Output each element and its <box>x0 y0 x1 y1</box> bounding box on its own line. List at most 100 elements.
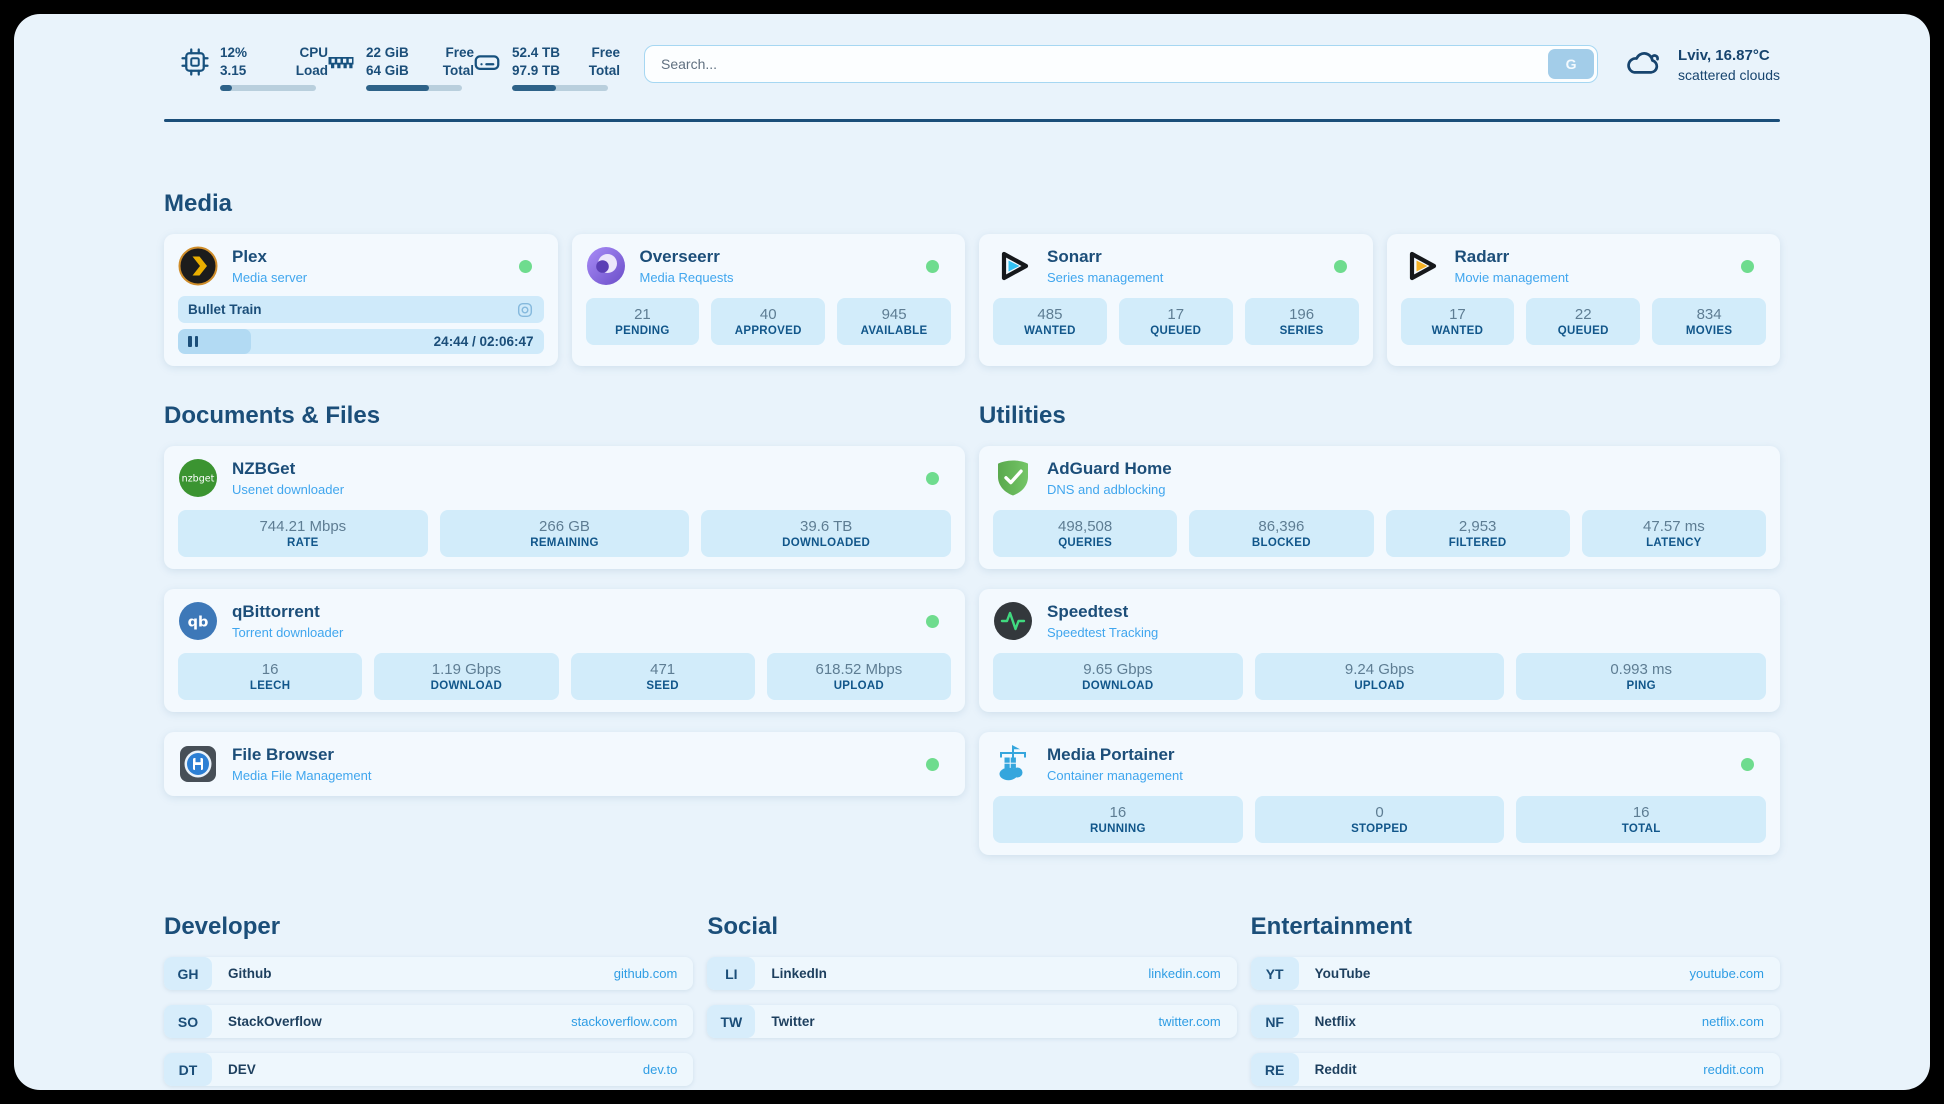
service-description: Series management <box>1047 269 1164 285</box>
status-dot <box>518 259 532 273</box>
stat-label: TOTAL <box>1621 823 1661 836</box>
stat-box: 17 QUEUED <box>1118 298 1233 346</box>
service-card-plex[interactable]: Plex Media server Bullet Train <box>164 234 558 367</box>
bookmark-name: StackOverflow <box>228 1014 322 1030</box>
stat-value: 0 <box>1375 804 1384 822</box>
stat-label: DOWNLOAD <box>1082 680 1154 693</box>
bookmark-reddit[interactable]: RE Reddit reddit.com <box>1250 1053 1780 1087</box>
stat-value: 16 <box>1632 804 1650 822</box>
stat-value: 2,953 <box>1458 518 1497 536</box>
documents-column: Documents & Files nzbget NZBGet Usenet d… <box>164 402 965 855</box>
service-card-filebrowser[interactable]: File Browser Media File Management <box>164 732 965 797</box>
disk-free: 52.4 TB <box>512 45 561 60</box>
service-description: Media server <box>232 269 308 285</box>
stat-label: DOWNLOAD <box>430 680 503 693</box>
header-divider <box>164 119 1780 123</box>
overseerr-logo <box>586 246 626 286</box>
stat-label: DOWNLOADED <box>782 537 871 550</box>
filebrowser-logo <box>178 744 218 784</box>
stat-label: APPROVED <box>734 325 802 338</box>
media-card-row: Plex Media server Bullet Train <box>164 234 1780 367</box>
service-card-overseerr[interactable]: Overseerr Media Requests 21 PENDING 40 A… <box>571 234 965 367</box>
service-card-portainer[interactable]: Media Portainer Container management 16 … <box>979 732 1780 856</box>
service-name: Media Portainer <box>1047 745 1175 765</box>
stat-value: 618.52 Mbps <box>815 661 903 679</box>
bookmark-group-social: Social LI LinkedIn linkedin.com TW Twitt… <box>707 913 1237 1086</box>
bookmark-name: Twitter <box>771 1014 815 1030</box>
stat-box: 16 TOTAL <box>1516 796 1766 844</box>
service-name: Speedtest <box>1047 602 1129 622</box>
stat-box: 618.52 Mbps UPLOAD <box>766 653 951 701</box>
stat-box: 498,508 QUERIES <box>993 510 1178 558</box>
stat-label: PING <box>1626 680 1656 693</box>
service-card-adguard[interactable]: AdGuard Home DNS and adblocking 498,508 … <box>979 446 1780 570</box>
bookmark-dev[interactable]: DT DEV dev.to <box>164 1053 694 1087</box>
service-card-speedtest[interactable]: Speedtest Speedtest Tracking 9.65 Gbps D… <box>979 589 1780 713</box>
service-card-qbittorrent[interactable]: qb qBittorrent Torrent downloader 16 LEE… <box>164 589 965 713</box>
stat-box: 2,953 FILTERED <box>1385 510 1570 558</box>
ram-stat: 22 GiB Free 64 GiB Total <box>326 44 474 92</box>
stat-value: 834 <box>1696 306 1722 324</box>
bookmark-stackoverflow[interactable]: SO StackOverflow stackoverflow.com <box>164 1005 694 1039</box>
stat-box: 40 APPROVED <box>711 298 826 346</box>
stat-label: UPLOAD <box>833 680 885 693</box>
bookmark-name: LinkedIn <box>771 966 827 982</box>
stat-value: 485 <box>1037 306 1063 324</box>
bookmark-name: Netflix <box>1314 1014 1356 1030</box>
bookmark-youtube[interactable]: YT YouTube youtube.com <box>1250 957 1780 991</box>
service-description: Media Requests <box>639 269 734 285</box>
bookmark-url: youtube.com <box>1689 966 1764 982</box>
now-playing-settings-icon[interactable] <box>516 301 534 319</box>
service-description: Speedtest Tracking <box>1047 624 1159 640</box>
top-bar: 12% CPU 3.15 Load <box>164 44 1780 92</box>
service-description: Media File Management <box>232 767 372 783</box>
bookmark-group-entertainment: Entertainment YT YouTube youtube.com NF … <box>1250 913 1780 1087</box>
ram-free: 22 GiB <box>366 45 409 60</box>
service-name: NZBGet <box>232 459 296 479</box>
bookmark-netflix[interactable]: NF Netflix netflix.com <box>1250 1005 1780 1039</box>
status-dot <box>1741 259 1754 273</box>
stat-box: 471 SEED <box>570 653 755 701</box>
stat-box: 16 RUNNING <box>993 796 1243 844</box>
stat-label: RATE <box>287 537 319 550</box>
cpu-label-bottom: Load <box>295 62 328 78</box>
bookmark-badge: DT <box>164 1053 212 1087</box>
search-provider-button[interactable]: G <box>1548 49 1595 79</box>
pause-icon[interactable] <box>188 336 198 348</box>
stat-box: 9.65 Gbps DOWNLOAD <box>993 653 1243 701</box>
status-dot <box>926 614 939 628</box>
stat-box: 39.6 TB DOWNLOADED <box>701 510 951 558</box>
ram-label-bottom: Total <box>442 62 474 78</box>
bookmark-badge: NF <box>1250 1005 1299 1039</box>
status-dot <box>926 259 939 273</box>
stat-label: SERIES <box>1279 325 1324 338</box>
ram-label-top: Free <box>445 45 474 60</box>
now-playing-time: 24:44 / 02:06:47 <box>433 334 534 350</box>
cpu-load-percent: 12% <box>220 45 248 60</box>
stat-value: 39.6 TB <box>800 518 853 536</box>
ram-progress-bar <box>366 85 462 92</box>
service-card-radarr[interactable]: Radarr Movie management 17 WANTED 22 QUE… <box>1386 234 1780 367</box>
stat-label: REMAINING <box>530 537 599 550</box>
bookmark-group-developer: Developer GH Github github.com SO StackO… <box>164 913 694 1087</box>
bookmark-linkedin[interactable]: LI LinkedIn linkedin.com <box>707 957 1237 991</box>
service-name: Overseerr <box>639 247 720 267</box>
bookmark-name: Github <box>228 966 272 982</box>
service-card-sonarr[interactable]: Sonarr Series management 485 WANTED 17 Q… <box>979 234 1373 367</box>
stat-box: 1.19 Gbps DOWNLOAD <box>374 653 559 701</box>
stat-value: 17 <box>1449 306 1466 324</box>
search-input[interactable] <box>644 45 1599 83</box>
service-card-nzbget[interactable]: nzbget NZBGet Usenet downloader 744.21 M… <box>164 446 965 570</box>
bookmark-github[interactable]: GH Github github.com <box>164 957 694 991</box>
bookmark-badge: SO <box>164 1005 212 1039</box>
bookmark-badge: YT <box>1250 957 1299 991</box>
stat-value: 0.993 ms <box>1610 661 1673 679</box>
stat-label: UPLOAD <box>1354 680 1405 693</box>
cpu-icon <box>180 47 210 77</box>
stat-value: 86,396 <box>1258 518 1305 536</box>
status-dot <box>926 757 939 771</box>
search-bar: G <box>644 45 1599 83</box>
bookmark-twitter[interactable]: TW Twitter twitter.com <box>707 1005 1237 1039</box>
stat-box: 196 SERIES <box>1244 298 1359 346</box>
section-title-documents: Documents & Files <box>164 402 381 430</box>
